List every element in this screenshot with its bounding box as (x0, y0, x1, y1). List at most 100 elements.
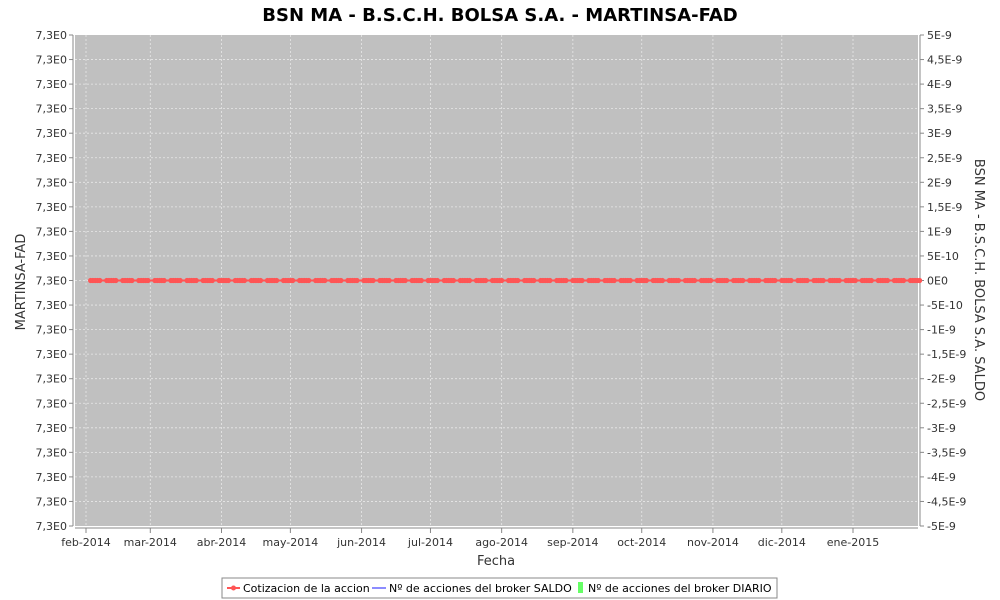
data-point (515, 277, 521, 284)
right-tick-label: -5E-10 (927, 299, 963, 312)
data-point (290, 277, 296, 284)
legend-box (221, 577, 778, 599)
left-tick-label: 7,3E0 (36, 54, 67, 67)
data-point (129, 277, 135, 284)
x-tick-label: jun-2014 (336, 536, 386, 549)
data-point (209, 277, 215, 284)
data-point (740, 277, 746, 284)
data-point (338, 277, 344, 284)
data-point (884, 277, 891, 284)
x-tick-label: feb-2014 (61, 536, 111, 549)
data-point (193, 277, 199, 284)
left-tick-label: 7,3E0 (36, 446, 67, 459)
right-tick-label: -1,5E-9 (927, 348, 966, 361)
chart-title: BSN MA - B.S.C.H. BOLSA S.A. - MARTINSA-… (262, 5, 737, 26)
data-point (274, 277, 280, 284)
data-point (482, 277, 489, 284)
data-point (691, 277, 698, 284)
left-axis-ticks: 7,3E0 7,3E0 7,3E0 7,3E0 7,3E0 7,3E0 7,3E0 7,3E0… (36, 29, 73, 533)
data-point (306, 277, 312, 284)
data-point (675, 277, 682, 284)
data-point (611, 277, 617, 284)
left-tick-label: 7,3E0 (36, 78, 67, 91)
right-tick-label: 4,5E-9 (927, 54, 962, 67)
left-tick-label: 7,3E0 (36, 250, 67, 263)
right-axis-ticks: 5E-9 4,5E-9 4E-9 3,5E-9 3E-9 2,5E-9 2E-9 1,5E-9… (920, 29, 966, 533)
legend-swatch-diario (578, 582, 583, 593)
data-point (820, 277, 826, 284)
series-cotizacion (87, 277, 923, 284)
data-point (450, 277, 457, 284)
data-point (322, 277, 328, 284)
x-tick-label: abr-2014 (197, 536, 247, 549)
data-point (868, 277, 874, 284)
left-tick-label: 7,3E0 (36, 275, 67, 288)
right-tick-label: 2,5E-9 (927, 152, 962, 165)
left-tick-label: 7,3E0 (36, 299, 67, 312)
x-tick-label: ago-2014 (475, 536, 528, 549)
data-point (563, 277, 569, 284)
data-point (531, 277, 537, 284)
right-tick-label: -4,5E-9 (927, 495, 966, 508)
left-tick-label: 7,3E0 (36, 373, 67, 386)
data-point (643, 277, 649, 284)
right-tick-label: -4E-9 (927, 471, 956, 484)
data-point (402, 277, 408, 284)
data-point (257, 277, 264, 284)
left-tick-label: 7,3E0 (36, 397, 67, 410)
legend-label-saldo: Nº de acciones del broker SALDO (389, 582, 572, 595)
data-point (113, 277, 119, 284)
right-tick-label: -3,5E-9 (927, 446, 966, 459)
y2-axis-label: BSN MA - B.S.C.H. BOLSA S.A. SALDO (971, 159, 986, 401)
grid (75, 35, 918, 526)
x-tick-label: nov-2014 (687, 536, 739, 549)
left-tick-label: 7,3E0 (36, 127, 67, 140)
left-tick-label: 7,3E0 (36, 471, 67, 484)
x-tick-label: sep-2014 (547, 536, 598, 549)
left-tick-label: 7,3E0 (36, 225, 67, 238)
data-point (466, 277, 473, 284)
right-tick-label: 5E-10 (927, 250, 959, 263)
data-point (916, 277, 923, 284)
right-tick-label: 2E-9 (927, 176, 952, 189)
right-tick-label: 1E-9 (927, 225, 952, 238)
x-tick-label: jul-2014 (407, 536, 453, 549)
data-point (756, 277, 762, 284)
data-point (225, 277, 231, 284)
data-point (97, 277, 103, 284)
data-point (370, 277, 376, 284)
data-point (772, 277, 778, 284)
data-point (499, 277, 505, 284)
right-tick-label: 1,5E-9 (927, 201, 962, 214)
left-tick-label: 7,3E0 (36, 348, 67, 361)
left-tick-label: 7,3E0 (36, 29, 67, 42)
data-point (386, 277, 392, 284)
right-tick-label: -2E-9 (927, 373, 956, 386)
right-tick-label: -1E-9 (927, 324, 956, 337)
x-tick-label: may-2014 (263, 536, 319, 549)
right-tick-label: -3E-9 (927, 422, 956, 435)
right-tick-label: 0E0 (927, 275, 948, 288)
x-axis-label: Fecha (477, 554, 515, 569)
data-point (434, 277, 440, 284)
data-point (900, 277, 907, 284)
data-point (579, 277, 585, 284)
data-point (547, 277, 553, 284)
x-axis-ticks: feb-2014 mar-2014 abr-2014 may-2014 jun-2014… (61, 528, 879, 549)
right-tick-label: 3E-9 (927, 127, 952, 140)
left-tick-label: 7,3E0 (36, 103, 67, 116)
data-point (659, 277, 665, 284)
data-point (177, 277, 183, 284)
x-tick-label: oct-2014 (617, 536, 666, 549)
left-tick-label: 7,3E0 (36, 422, 67, 435)
right-tick-label: 5E-9 (927, 29, 952, 42)
legend-label-diario: Nº de acciones del broker DIARIO (588, 582, 772, 595)
left-tick-label: 7,3E0 (36, 201, 67, 214)
data-point (724, 277, 730, 284)
x-tick-label: ene-2015 (827, 536, 879, 549)
data-point (145, 277, 151, 284)
left-tick-label: 7,3E0 (36, 520, 67, 533)
data-point (354, 277, 360, 284)
data-point (788, 277, 794, 284)
